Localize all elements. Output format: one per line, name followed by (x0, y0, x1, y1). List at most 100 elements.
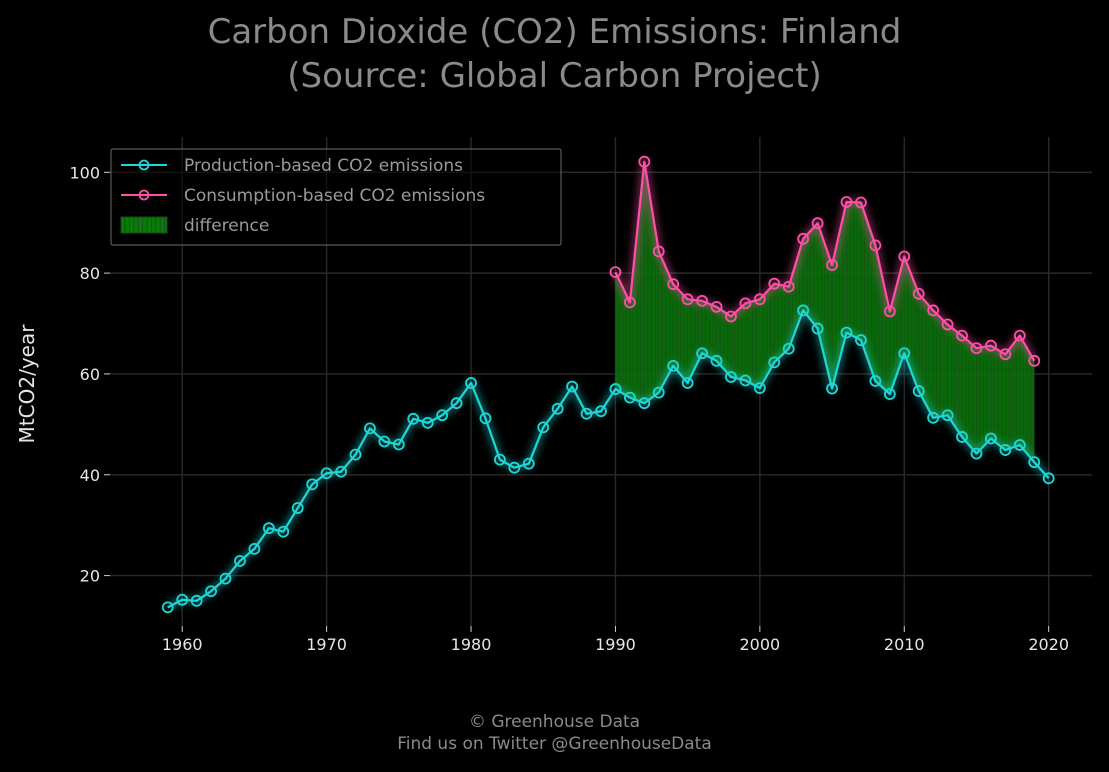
production-series-point (739, 374, 752, 387)
production-series-point (465, 377, 477, 389)
legend-label: Production-based CO2 emissions (184, 156, 463, 176)
footer-copyright: © Greenhouse Data (468, 712, 641, 732)
production-series-point (378, 435, 391, 448)
production-series-point (753, 382, 766, 394)
production-series-point (407, 412, 420, 425)
y-tick-label: 60 (80, 365, 100, 384)
consumption-series-point (927, 304, 940, 317)
production-series-point (985, 432, 997, 445)
production-series-point (219, 572, 232, 585)
consumption-series-point (710, 300, 723, 313)
consumption-series-point (782, 280, 795, 293)
consumption-series-point (797, 232, 810, 245)
production-series-point (667, 359, 680, 372)
x-tick-label: 2000 (739, 635, 780, 654)
x-tick-label: 1980 (451, 635, 492, 654)
production-series-point (234, 555, 246, 567)
consumption-series-point (898, 250, 911, 263)
grid (110, 137, 1092, 626)
consumption-series-point (681, 293, 694, 306)
production-series-point (840, 326, 853, 339)
consumption-series-line (614, 160, 1036, 362)
production-series-point (869, 375, 882, 387)
consumption-series-point (1013, 329, 1026, 342)
production-series-point (623, 391, 636, 404)
consumption-series-point (840, 196, 853, 208)
production-series-point (262, 522, 275, 535)
production-series-point (537, 421, 550, 434)
consumption-series-point (941, 318, 954, 331)
consumption-series-point (725, 310, 737, 323)
production-series-point (768, 356, 781, 369)
production-series-point (595, 405, 607, 418)
y-tick-label: 40 (80, 466, 100, 485)
chart-title: Carbon Dioxide (CO2) Emissions: Finland … (0, 10, 1109, 98)
production-series-point (1013, 439, 1026, 451)
production-series-point (392, 438, 405, 451)
production-series-point (508, 461, 521, 474)
production-series-point (479, 412, 492, 425)
legend-swatch-marker (138, 159, 150, 171)
legend-box (110, 148, 562, 246)
production-series-point (190, 594, 203, 607)
y-tick-label: 20 (80, 567, 100, 586)
consumption-series-point (652, 245, 665, 258)
y-tick-label: 100 (69, 163, 100, 182)
production-series-point (306, 478, 319, 491)
production-series-point (522, 457, 535, 470)
consumption-series-point (1028, 354, 1041, 367)
x-tick-label: 2010 (884, 635, 925, 654)
production-series-point (277, 525, 290, 538)
consumption-series-point (739, 297, 752, 310)
consumption-series-point (753, 293, 766, 306)
legend-label: Consumption-based CO2 emissions (184, 186, 485, 206)
chart-title-line-2: (Source: Global Carbon Project) (287, 56, 822, 96)
production-series-point (710, 354, 723, 367)
footer: © Greenhouse Data Find us on Twitter @Gr… (0, 711, 1109, 755)
production-series-point (970, 447, 983, 460)
production-series-point (551, 402, 564, 415)
production-series-point (1042, 472, 1055, 485)
y-axis-label: MtCO2/year (15, 324, 39, 444)
consumption-series-point (667, 278, 680, 291)
production-series-point (898, 347, 911, 360)
production-series-point (855, 334, 867, 347)
consumption-series-point (623, 296, 636, 309)
production-series-line (167, 309, 1050, 609)
consumption-series-point (855, 196, 867, 209)
production-series-point (1028, 456, 1041, 469)
production-series-point (450, 397, 463, 410)
production-series-point (927, 411, 940, 424)
production-series-point (609, 383, 622, 395)
production-series-point (364, 422, 376, 435)
series-layer (161, 155, 1055, 614)
production-series-point (782, 342, 795, 355)
consumption-series-point (869, 239, 882, 252)
difference-fill (615, 161, 1035, 463)
axes: MtCO2/year 1960 1970 1980 1990 2000 2010 20202… (15, 163, 1069, 654)
production-series-point (725, 371, 737, 383)
production-series-point (912, 385, 925, 397)
production-series-point (696, 347, 708, 360)
consumption-series-point (970, 342, 983, 355)
consumption-series-point (985, 339, 997, 352)
consumption-series-point (826, 259, 838, 271)
consumption-series-point (638, 155, 651, 168)
x-tick-label: 1990 (595, 635, 636, 654)
production-series-point (999, 444, 1012, 456)
y-tick-label: 80 (80, 264, 100, 283)
production-series-point (335, 465, 347, 478)
consumption-series-point (999, 348, 1012, 361)
consumption-series-point (811, 217, 824, 230)
production-series-point (681, 377, 694, 389)
consumption-series-point (883, 305, 896, 318)
production-series-point (826, 382, 838, 395)
consumption-series-point (912, 287, 925, 300)
production-series-point (883, 388, 896, 401)
x-tick-label: 1970 (306, 635, 347, 654)
consumption-series-point (696, 294, 708, 307)
production-series-point (291, 502, 304, 514)
chart-title-line-1: Carbon Dioxide (CO2) Emissions: Finland (207, 12, 902, 52)
production-series-point (421, 416, 434, 429)
